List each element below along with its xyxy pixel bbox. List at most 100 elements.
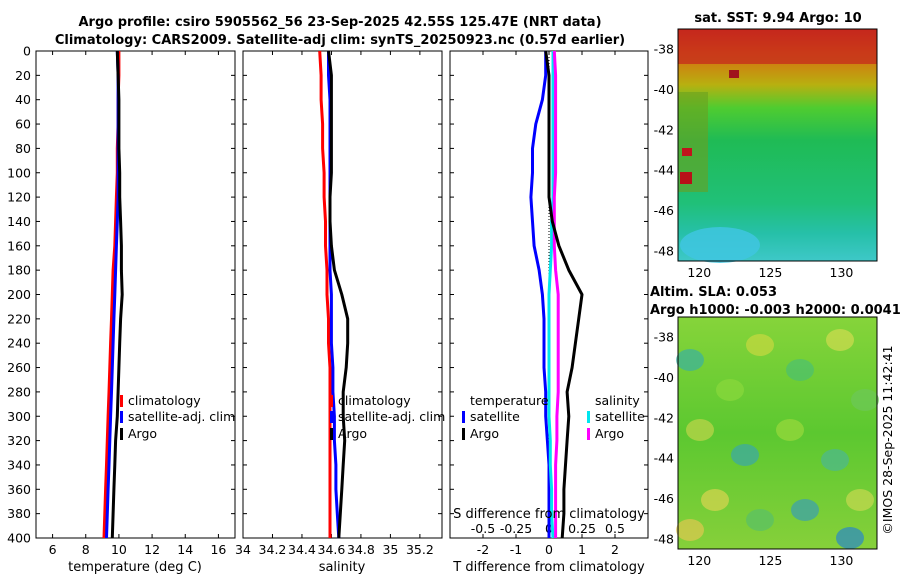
depth-tick-label: 40 bbox=[15, 92, 31, 107]
x-tick-label: 0 bbox=[545, 542, 553, 557]
sst-cold-patch bbox=[680, 227, 760, 263]
map-y-tick-label: -42 bbox=[654, 122, 674, 137]
depth-tick-label: 200 bbox=[7, 287, 31, 302]
difference-x2label: S difference from climatology bbox=[453, 507, 645, 522]
legend-label-argo: Argo bbox=[338, 426, 367, 441]
legend-label-satellite: satellite-adj. clim bbox=[338, 409, 445, 424]
temperature-legend: climatology satellite-adj. clim Argo bbox=[120, 393, 235, 441]
depth-tick-label: 20 bbox=[15, 68, 31, 83]
depth-tick-label: 240 bbox=[7, 336, 31, 351]
legend-swatch-argo bbox=[330, 428, 333, 440]
depth-tick-label: 100 bbox=[7, 165, 31, 180]
depth-tick-label: 80 bbox=[15, 141, 31, 156]
sst-map-title: sat. SST: 9.94 Argo: 10 bbox=[694, 11, 861, 26]
series-line-temperature-satellite bbox=[529, 51, 551, 538]
sla-map-title-line-2: Argo h1000: -0.003 h2000: 0.0041 bbox=[650, 303, 900, 318]
map-x-tick-label: 130 bbox=[830, 265, 854, 280]
sla-anomaly-patch bbox=[746, 509, 774, 531]
legend-swatch-sal-satellite bbox=[587, 411, 590, 423]
sla-map-panel bbox=[676, 316, 879, 550]
depth-tick-label: 380 bbox=[7, 506, 31, 521]
sla-anomaly-patch bbox=[776, 419, 804, 441]
sst-hot-pixel bbox=[729, 70, 739, 78]
map-y-tick-label: -46 bbox=[654, 491, 674, 506]
map-y-tick-label: -38 bbox=[654, 330, 674, 345]
sla-anomaly-patch bbox=[836, 527, 864, 549]
sla-anomaly-patch bbox=[851, 389, 879, 411]
depth-tick-label: 320 bbox=[7, 433, 31, 448]
legend-swatch-climatology bbox=[120, 395, 123, 407]
sst-map-frame bbox=[677, 28, 878, 262]
sla-anomaly-patch bbox=[676, 519, 704, 541]
x-tick-label: 16 bbox=[210, 542, 226, 557]
map-y-tick-label: -38 bbox=[654, 42, 674, 57]
series-line-climatology bbox=[318, 50, 332, 538]
map-y-tick-label: -40 bbox=[654, 82, 674, 97]
sla-map-frame bbox=[677, 316, 878, 550]
map-y-tick-label: -48 bbox=[654, 531, 674, 546]
difference-legend: temperature satellite Argo salinity sate… bbox=[462, 393, 645, 441]
x-tick-label: 8 bbox=[82, 542, 90, 557]
sla-anomaly-patch bbox=[701, 489, 729, 511]
sla-anomaly-patch bbox=[846, 489, 874, 511]
x-tick-label: 2 bbox=[611, 542, 619, 557]
depth-tick-label: 160 bbox=[7, 238, 31, 253]
depth-tick-label: 120 bbox=[7, 190, 31, 205]
legend-label-satellite: satellite-adj. clim bbox=[128, 409, 235, 424]
depth-tick-label: 280 bbox=[7, 384, 31, 399]
depth-tick-label: 0 bbox=[23, 44, 31, 59]
legend-swatch-argo bbox=[120, 428, 123, 440]
chart-title-line-1: Argo profile: csiro 5905562_56 23-Sep-20… bbox=[78, 15, 602, 30]
legend-title-temperature: temperature bbox=[470, 393, 549, 408]
depth-tick-label: 340 bbox=[7, 457, 31, 472]
depth-tick-label: 300 bbox=[7, 409, 31, 424]
legend-label-sal-argo: Argo bbox=[595, 426, 624, 441]
map-x-tick-label: 120 bbox=[687, 553, 711, 568]
legend-swatch-climatology bbox=[330, 395, 333, 407]
x-tick-label: -2 bbox=[477, 542, 489, 557]
map-y-tick-label: -44 bbox=[654, 451, 674, 466]
sla-anomaly-patch bbox=[716, 379, 744, 401]
series-line-salinity-satellite bbox=[547, 51, 555, 539]
sla-anomaly-patch bbox=[821, 449, 849, 471]
sst-hot-pixel bbox=[680, 172, 692, 184]
x-tick-label: 34 bbox=[235, 542, 251, 557]
x-tick-label: 12 bbox=[144, 542, 160, 557]
legend-label-temp-satellite: satellite bbox=[470, 409, 520, 424]
x-tick-label: 34.2 bbox=[259, 542, 287, 557]
x-tick-label: 35 bbox=[382, 542, 398, 557]
chart-title-line-2: Climatology: CARS2009. Satellite-adj cli… bbox=[54, 33, 626, 48]
depth-tick-label: 60 bbox=[15, 117, 31, 132]
map-y-tick-label: -44 bbox=[654, 163, 674, 178]
sla-anomaly-patch bbox=[826, 329, 854, 351]
map-y-tick-label: -48 bbox=[654, 243, 674, 258]
map-y-tick-label: -46 bbox=[654, 203, 674, 218]
depth-tick-label: 360 bbox=[7, 482, 31, 497]
temperature-axes bbox=[35, 50, 236, 539]
x-tick-label: 34.8 bbox=[347, 542, 375, 557]
sla-anomaly-patch bbox=[686, 419, 714, 441]
map-x-tick-label: 125 bbox=[758, 553, 782, 568]
map-x-tick-label: 120 bbox=[687, 265, 711, 280]
legend-swatch-sal-argo bbox=[587, 428, 590, 440]
legend-label-climatology: climatology bbox=[128, 393, 201, 408]
temperature-xlabel: temperature (deg C) bbox=[68, 560, 202, 575]
depth-tick-label: 140 bbox=[7, 214, 31, 229]
sla-anomaly-patch bbox=[731, 444, 759, 466]
sst-map-panel bbox=[677, 28, 878, 263]
legend-title-salinity: salinity bbox=[595, 393, 640, 408]
salinity-legend: climatology satellite-adj. clim Argo bbox=[330, 393, 445, 441]
legend-label-temp-argo: Argo bbox=[470, 426, 499, 441]
map-x-tick-label: 125 bbox=[758, 265, 782, 280]
map-y-tick-label: -40 bbox=[654, 370, 674, 385]
x-tick-label: 1 bbox=[578, 542, 586, 557]
x-tick-label: 35.2 bbox=[406, 542, 434, 557]
legend-label-climatology: climatology bbox=[338, 393, 411, 408]
sla-anomaly-patch bbox=[791, 499, 819, 521]
legend-swatch-satellite bbox=[120, 411, 123, 423]
sla-anomaly-patch bbox=[676, 349, 704, 371]
depth-tick-label: 260 bbox=[7, 360, 31, 375]
depth-tick-label: 180 bbox=[7, 263, 31, 278]
x2-tick-label: -0.25 bbox=[500, 521, 532, 536]
